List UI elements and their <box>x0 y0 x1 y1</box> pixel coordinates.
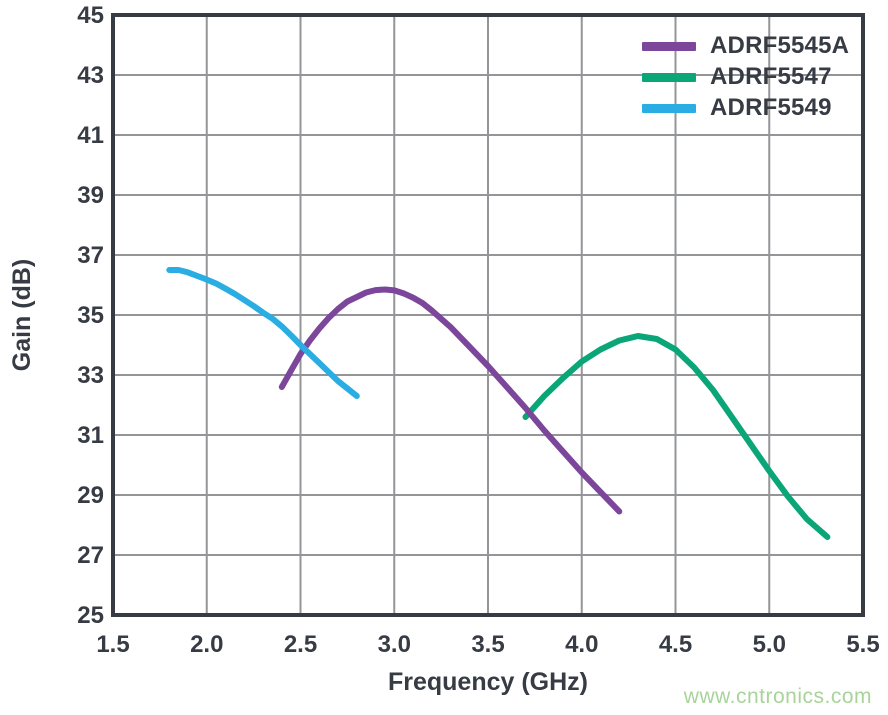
x-tick-label: 2.0 <box>190 631 223 658</box>
legend-label: ADRF5549 <box>710 94 832 121</box>
x-tick-label: 5.5 <box>846 631 879 658</box>
legend-item-adrf5549: ADRF5549 <box>642 94 849 121</box>
y-tick-label: 45 <box>77 2 104 29</box>
y-tick-label: 43 <box>77 62 104 89</box>
x-tick-labels: 1.5 2.0 2.5 3.0 3.5 4.0 4.5 5.0 5.5 <box>96 631 879 658</box>
legend-swatch <box>642 72 696 82</box>
legend-swatch <box>642 103 696 113</box>
y-tick-label: 29 <box>77 482 104 509</box>
x-tick-label: 2.5 <box>284 631 317 658</box>
series-line-adrf5545a <box>278 286 623 515</box>
watermark-text: www.cntronics.com <box>683 685 872 708</box>
x-tick-label: 3.0 <box>378 631 411 658</box>
x-tick-label: 4.5 <box>659 631 692 658</box>
x-axis-title: Frequency (GHz) <box>388 668 588 696</box>
y-axis-title: Gain (dB) <box>8 259 36 372</box>
y-tick-label: 33 <box>77 362 104 389</box>
y-tick-label: 25 <box>77 602 104 629</box>
x-tick-label: 4.0 <box>565 631 598 658</box>
legend-item-adrf5545a: ADRF5545A <box>642 32 850 59</box>
legend-label: ADRF5545A <box>710 32 850 59</box>
y-tick-label: 37 <box>77 242 104 269</box>
plot-border <box>111 13 865 617</box>
series-line-adrf5549 <box>166 267 360 399</box>
data-series <box>166 267 831 540</box>
y-tick-labels: 25 27 29 31 33 35 37 39 41 43 45 <box>77 2 104 629</box>
x-tick-label: 3.5 <box>471 631 504 658</box>
y-tick-label: 35 <box>77 302 104 329</box>
y-tick-label: 41 <box>77 122 104 149</box>
x-tick-label: 1.5 <box>96 631 129 658</box>
legend-swatch <box>642 41 696 51</box>
y-tick-label: 39 <box>77 182 104 209</box>
legend-label: ADRF5547 <box>710 63 832 90</box>
y-tick-label: 27 <box>77 542 104 569</box>
y-tick-label: 31 <box>77 422 104 449</box>
gridlines <box>113 15 863 615</box>
x-tick-label: 5.0 <box>753 631 786 658</box>
legend-item-adrf5547: ADRF5547 <box>642 63 849 90</box>
series-line-adrf5547 <box>522 333 831 540</box>
legend: ADRF5545A ADRF5547 ADRF5549 <box>642 32 850 121</box>
